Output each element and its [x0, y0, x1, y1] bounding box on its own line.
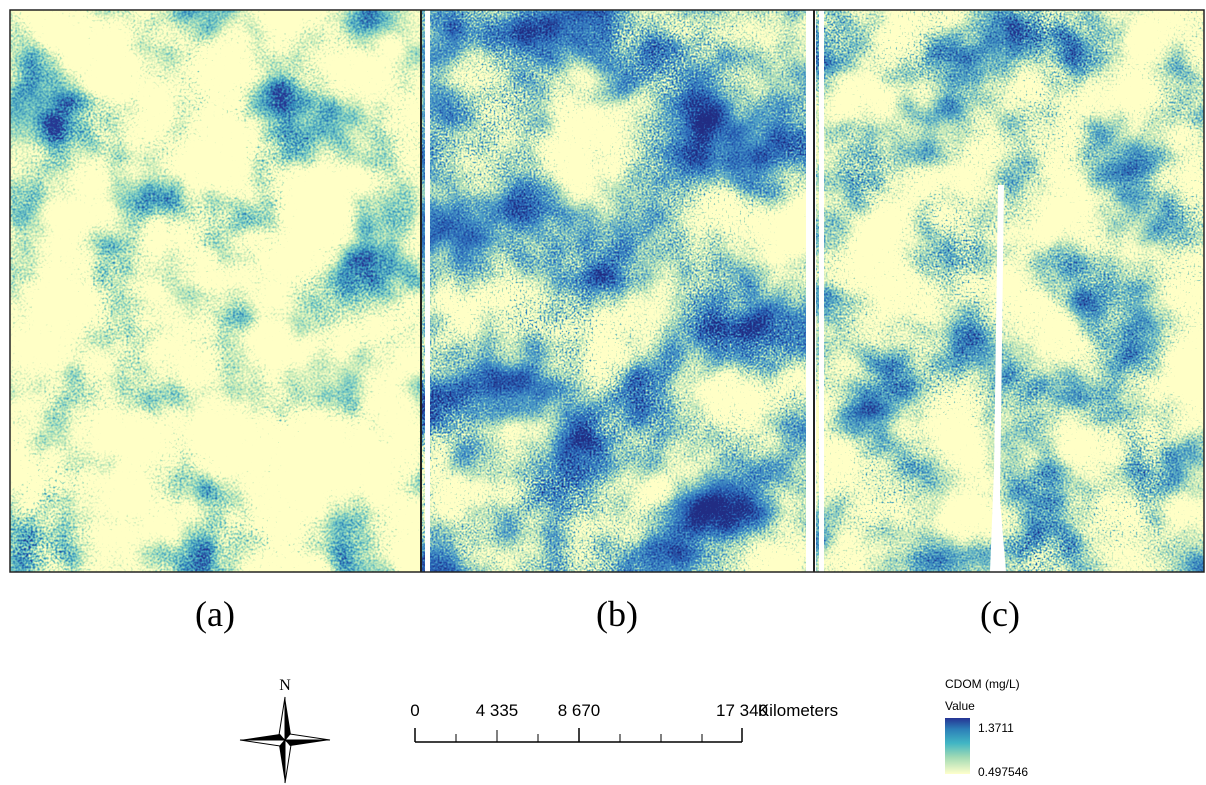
no-data-strip — [425, 10, 430, 572]
legend-max: 1.3711 — [978, 721, 1014, 735]
scale-unit: Kilometers — [758, 701, 838, 720]
map-panel-a — [10, 10, 420, 572]
scale-label: 8 670 — [558, 701, 601, 720]
map-panels — [9, 9, 1205, 573]
panel-label: (a) — [195, 594, 235, 634]
scale-label: 4 335 — [476, 701, 519, 720]
color-ramp — [945, 718, 970, 774]
north-label: N — [279, 677, 291, 694]
legend-subtitle: Value — [945, 699, 975, 713]
panel-label: (b) — [596, 594, 638, 634]
scale-bar: 0 4 335 8 670 17 340 Kilometers — [410, 701, 838, 743]
frame — [9, 9, 1205, 573]
no-data-strip — [990, 185, 1006, 572]
map-panel-c — [816, 10, 1204, 572]
scale-label: 0 — [410, 701, 419, 720]
legend-min: 0.497546 — [978, 765, 1028, 779]
no-data-strip — [806, 10, 812, 572]
panel-label: (c) — [980, 594, 1020, 634]
north-arrow: N — [239, 677, 331, 784]
legend: CDOM (mg/L) Value 1.3711 0.497546 — [945, 677, 1028, 779]
no-data-strip — [819, 10, 824, 572]
map-panel-b — [422, 10, 812, 572]
legend-title: CDOM (mg/L) — [945, 677, 1020, 691]
scale-label: 17 340 — [716, 701, 768, 720]
